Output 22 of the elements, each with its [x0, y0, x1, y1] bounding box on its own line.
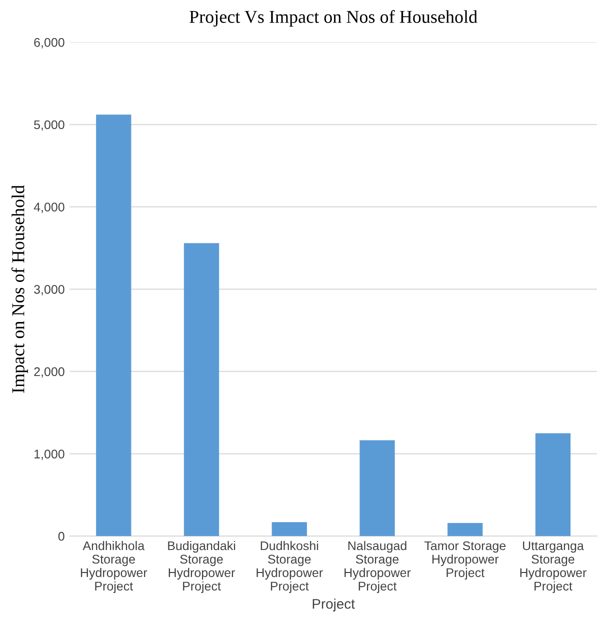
y-tick-label: 0	[58, 532, 64, 541]
y-tick-label: 5,000	[34, 120, 64, 131]
y-tick-label: 3,000	[34, 284, 64, 296]
bar	[360, 440, 395, 536]
y-tick-label: 6,000	[34, 38, 64, 48]
y-axis-title: Impact on Nos of Household	[11, 185, 28, 393]
x-axis-title: Project	[312, 598, 355, 612]
bar	[535, 433, 571, 536]
bar	[184, 243, 220, 536]
bar	[448, 522, 483, 536]
x-tick-label: Tamor Storage Hydropower Project	[424, 541, 506, 580]
x-tick-label: Dudhkoshi Storage Hydropower Project	[256, 540, 323, 594]
x-tick-label: Nalsaugad Storage Hydropower Project	[344, 540, 411, 594]
bar	[96, 114, 132, 536]
y-tick-label: 1,000	[34, 450, 64, 460]
bar	[272, 522, 307, 536]
x-tick-label: Uttarganga Storage Hydropower Project	[520, 541, 586, 594]
x-tick-label: Budigandaki Storage Hydropower Project	[168, 540, 236, 594]
chart-title: Project Vs Impact on Nos of Household	[190, 10, 478, 27]
x-tick-label: Andhikhola Storage Hydropower Project	[80, 540, 148, 594]
y-tick-label: 4,000	[34, 202, 64, 213]
y-tick-label: 2,000	[34, 367, 64, 378]
